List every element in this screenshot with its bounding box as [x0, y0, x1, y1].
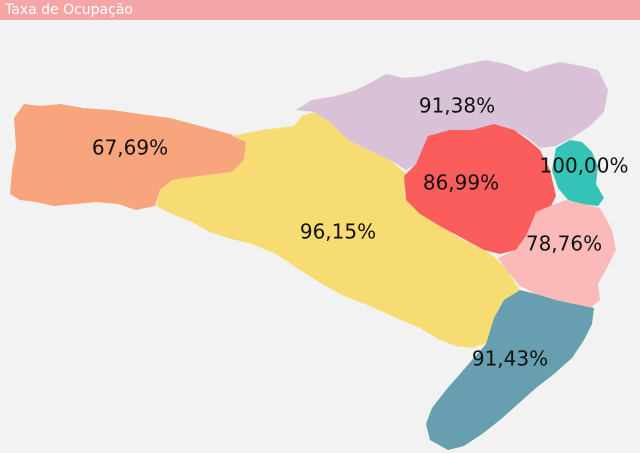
label-grande-florianopolis: 78,76%: [526, 232, 602, 256]
region-oeste[interactable]: [10, 104, 246, 210]
label-meio-oeste: 96,15%: [300, 220, 376, 244]
title-bar: Taxa de Ocupação: [0, 0, 640, 20]
label-sul: 91,43%: [472, 347, 548, 371]
region-sul[interactable]: [426, 290, 594, 450]
region-vale[interactable]: [404, 124, 556, 254]
region-norte[interactable]: [296, 60, 608, 170]
label-vale: 86,99%: [423, 171, 499, 195]
region-meio-oeste[interactable]: [156, 112, 520, 348]
region-grande-florianopolis[interactable]: [498, 200, 616, 308]
label-oeste: 67,69%: [92, 136, 168, 160]
label-norte: 91,38%: [419, 94, 495, 118]
map-title: Taxa de Ocupação: [5, 2, 133, 18]
region-foz[interactable]: [552, 140, 604, 206]
label-foz: 100,00%: [540, 154, 629, 178]
